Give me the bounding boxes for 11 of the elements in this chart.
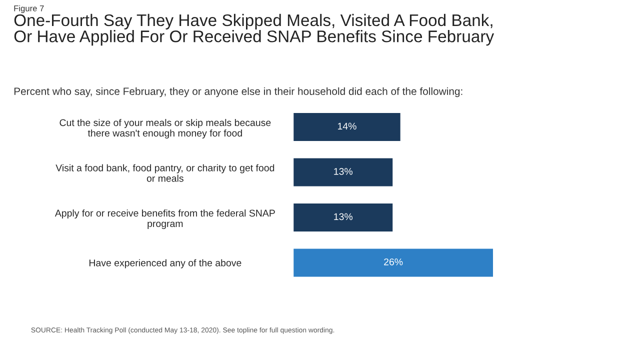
- chart-title: One-Fourth Say They Have Skipped Meals, Visited A Food Bank, Or Have Applied For Or Received SNAP Benefits Since February: [14, 14, 494, 46]
- y-tick-label: Have experienced any of the above: [89, 259, 242, 268]
- data-label: 13%: [334, 213, 353, 220]
- y-tick-label: Apply for or receive benefits from the federal SNAP program: [54, 209, 275, 229]
- data-label: 13%: [334, 168, 353, 175]
- y-tick-label: Cut the size of your meals or skip meals because there wasn't enough money for food: [60, 118, 271, 138]
- data-label: 14%: [338, 122, 356, 130]
- caption: Figure 7: [14, 5, 44, 13]
- y-tick-label: Visit a food bank, food pantry, or charity to get food or meals: [56, 164, 274, 182]
- chart-subtitle: Percent who say, since February, they or anyone else in their household did each of the following:: [14, 87, 462, 98]
- data-label: 26%: [384, 258, 403, 266]
